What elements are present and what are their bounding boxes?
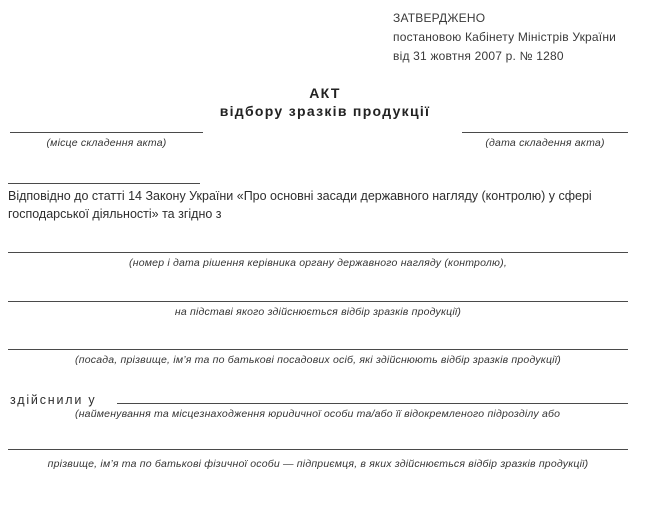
fill-in-line-place[interactable]: [10, 132, 203, 133]
caption-decision-1: (номер і дата рішення керівника органу д…: [129, 257, 507, 269]
caption-place: (місце складення акта): [46, 137, 167, 149]
caption-entity-1: (найменування та місцезнаходження юридич…: [75, 408, 561, 420]
approval-line-date-number: від 31 жовтня 2007 р. № 1280: [393, 49, 564, 63]
fill-in-line-short[interactable]: [8, 183, 200, 184]
caption-entity-2: прізвище, ім’я та по батькові фізичної о…: [47, 458, 589, 470]
document-title: АКТ: [309, 85, 341, 101]
intro-paragraph: Відповідно до статті 14 Закону України «…: [8, 187, 628, 223]
document-title-block: АКТ відбору зразків продукції: [0, 84, 650, 120]
fill-in-line-decision-1[interactable]: [8, 252, 628, 253]
fill-in-line-date[interactable]: [462, 132, 628, 133]
intro-paragraph-line1: Відповідно до статті 14 Закону України «…: [8, 189, 592, 203]
caption-officials: (посада, прізвище, ім’я та по батькові п…: [75, 354, 561, 366]
intro-paragraph-line2: господарської діяльності» та згідно з: [8, 207, 222, 221]
approval-line-resolution: постановою Кабінету Міністрів України: [393, 30, 617, 44]
approval-line-approved: ЗАТВЕРДЖЕНО: [393, 11, 486, 25]
document-subtitle: відбору зразків продукції: [219, 103, 431, 119]
fill-in-line-entity-1[interactable]: [117, 403, 628, 404]
fill-in-line-entity-2[interactable]: [8, 449, 628, 450]
carried-out-label: здійснили у: [10, 393, 97, 407]
fill-in-line-decision-2[interactable]: [8, 301, 628, 302]
approval-block: ЗАТВЕРДЖЕНО постановою Кабінету Міністрі…: [393, 9, 616, 66]
fill-in-line-officials[interactable]: [8, 349, 628, 350]
caption-date: (дата складення акта): [485, 137, 605, 149]
caption-decision-2: на підставі якого здійснюється відбір зр…: [174, 306, 462, 318]
